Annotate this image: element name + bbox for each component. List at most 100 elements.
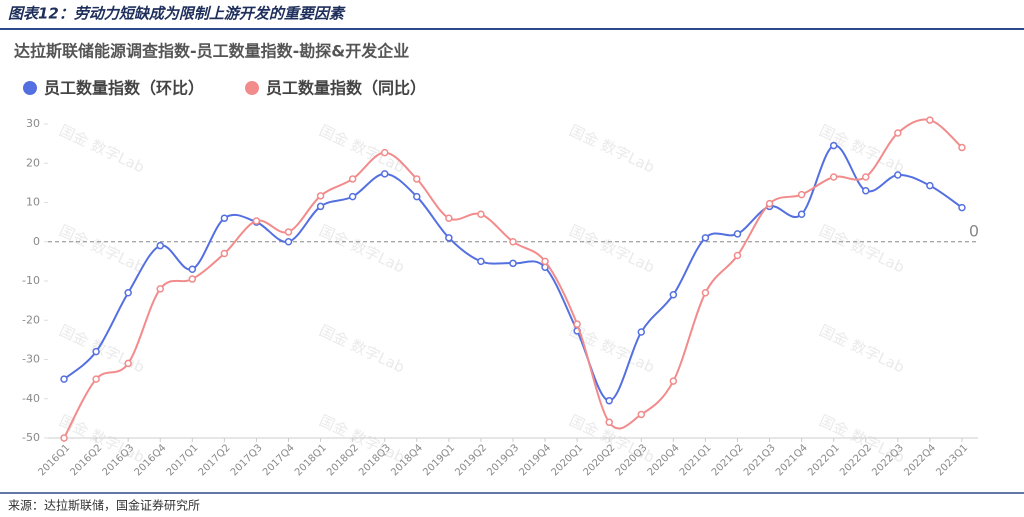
- point: [156, 285, 164, 293]
- point: [701, 234, 710, 242]
- watermark: 国金 数字Lab: [316, 321, 407, 376]
- x-tick-label: 2016Q2: [69, 442, 105, 478]
- point: [380, 170, 389, 178]
- point: [92, 375, 100, 383]
- watermark: 国金 数字Lab: [566, 221, 657, 276]
- point: [124, 359, 132, 368]
- x-tick-label: 2020Q1: [550, 442, 586, 478]
- point: [958, 203, 966, 212]
- point: [348, 192, 357, 201]
- point: [60, 434, 68, 442]
- point: [413, 192, 421, 201]
- point: [573, 320, 581, 328]
- legend-label: 员工数量指数（环比）: [44, 79, 204, 98]
- point: [926, 116, 934, 124]
- point: [445, 214, 453, 222]
- chart-title: 达拉斯联储能源调查指数-员工数量指数-勘探&开发企业: [14, 42, 409, 61]
- point: [156, 241, 164, 250]
- header-title: 图表12：劳动力短缺成为限制上游开发的重要因素: [8, 5, 346, 23]
- point: [669, 377, 678, 385]
- zero-label: 0: [969, 221, 979, 240]
- watermark: 国金 数字Lab: [316, 411, 407, 466]
- x-tick-label: 2019Q1: [421, 442, 457, 478]
- point: [894, 129, 902, 137]
- point: [733, 251, 742, 260]
- point: [188, 275, 197, 283]
- y-tick-label: -30: [22, 353, 40, 366]
- point: [284, 228, 293, 236]
- x-tick-label: 2021Q1: [678, 442, 714, 478]
- point: [477, 257, 485, 266]
- point: [509, 238, 517, 246]
- x-tick-label: 2022Q1: [806, 442, 842, 478]
- y-tick-label: -50: [22, 431, 40, 444]
- watermark: 国金 数字Lab: [56, 221, 147, 276]
- point: [605, 396, 613, 405]
- watermark: 国金 数字Lab: [316, 121, 407, 176]
- point: [60, 375, 68, 383]
- x-tick-label: 2021Q4: [774, 442, 810, 478]
- y-tick-label: -40: [22, 392, 40, 405]
- series-line: [63, 118, 963, 439]
- point: [477, 210, 485, 219]
- series-line: [63, 144, 963, 402]
- x-tick-label: 2019Q4: [517, 442, 553, 478]
- watermark: 国金 数字Lab: [56, 321, 147, 376]
- point: [862, 186, 870, 195]
- x-tick-label: 2018Q2: [325, 442, 361, 478]
- point: [862, 173, 870, 181]
- x-tick-label: 2022Q2: [838, 442, 874, 478]
- x-tick-label: 2018Q1: [293, 442, 329, 478]
- x-tick-label: 2016Q1: [36, 442, 72, 478]
- point: [733, 230, 742, 238]
- source: 来源：达拉斯联储，国金证券研究所: [8, 498, 200, 513]
- x-tick-label: 2023Q1: [934, 442, 970, 478]
- point: [765, 199, 774, 208]
- x-tick-label: 2020Q2: [582, 442, 618, 478]
- point: [284, 238, 293, 246]
- point: [252, 217, 261, 225]
- point: [669, 290, 678, 299]
- point: [316, 202, 325, 211]
- point: [926, 181, 934, 190]
- x-tick-label: 2017Q1: [165, 442, 201, 478]
- watermark: 国金 数字Lab: [816, 221, 907, 276]
- x-tick-label: 2019Q3: [485, 442, 521, 478]
- point: [380, 148, 389, 157]
- y-tick-label: -10: [22, 274, 40, 287]
- x-tick-label: 2017Q4: [261, 442, 297, 478]
- legend-marker: [245, 81, 259, 95]
- watermark: 国金 数字Lab: [566, 121, 657, 176]
- point: [92, 347, 100, 356]
- point: [605, 418, 613, 427]
- x-tick-label: 2017Q3: [229, 442, 265, 478]
- y-tick-label: 20: [26, 156, 40, 169]
- x-tick-label: 2017Q2: [197, 442, 233, 478]
- y-tick-label: -20: [22, 313, 40, 326]
- point: [797, 190, 806, 199]
- x-tick-label: 2021Q3: [742, 442, 778, 478]
- point: [637, 328, 646, 336]
- watermark: 国金 数字Lab: [816, 321, 907, 376]
- watermark: 国金 数字Lab: [316, 221, 407, 276]
- point: [894, 171, 902, 179]
- legend-marker: [23, 81, 37, 95]
- point: [220, 214, 229, 222]
- point: [958, 143, 966, 152]
- point: [829, 141, 838, 150]
- point: [701, 289, 710, 297]
- point: [509, 259, 517, 268]
- point: [413, 175, 421, 183]
- watermark: 国金 数字Lab: [56, 411, 147, 466]
- point: [541, 257, 549, 266]
- y-tick-label: 10: [26, 196, 40, 209]
- x-tick-label: 2019Q2: [453, 442, 489, 478]
- point: [797, 210, 806, 219]
- legend-label: 员工数量指数（同比）: [266, 79, 426, 98]
- point: [445, 234, 453, 242]
- x-tick-label: 2022Q4: [902, 442, 938, 478]
- point: [220, 249, 229, 258]
- point: [348, 175, 357, 183]
- point: [637, 410, 646, 419]
